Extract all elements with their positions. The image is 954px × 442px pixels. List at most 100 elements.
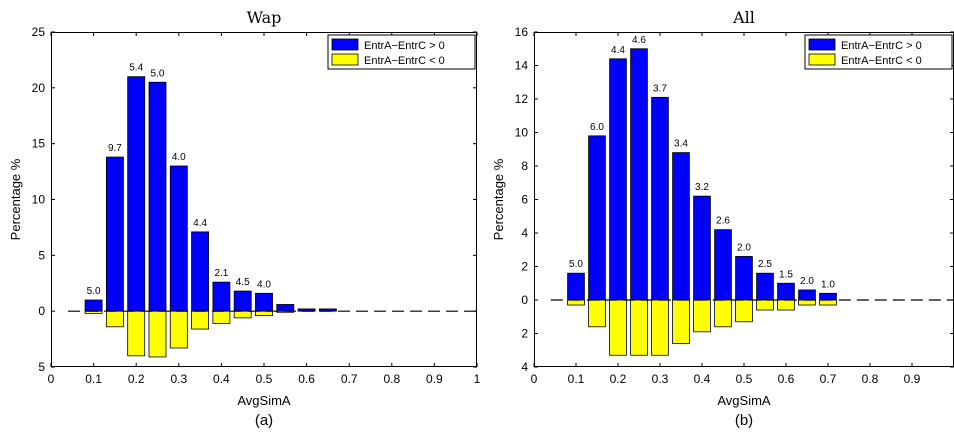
positive-bar xyxy=(255,292,273,312)
negative-bar xyxy=(714,299,732,328)
negative-bar xyxy=(798,299,816,306)
x-axis-label: AvgSimA xyxy=(237,393,291,408)
x-tick-label: 0.7 xyxy=(820,372,837,386)
y-tick-label: 25 xyxy=(32,25,46,39)
y-tick-label: 6 xyxy=(521,193,528,207)
bar-value-label: 1.5 xyxy=(779,269,793,280)
y-tick-label: 2 xyxy=(521,260,528,274)
positive-bar xyxy=(169,165,188,312)
bar-value-label: 2.0 xyxy=(800,276,814,287)
bar-value-label: 4.4 xyxy=(193,218,207,229)
x-tick-label: 0.3 xyxy=(170,372,187,386)
bar-value-label: 5.0 xyxy=(87,286,101,297)
positive-bar xyxy=(735,256,753,301)
y-tick-label: 0 xyxy=(38,304,45,318)
positive-bar xyxy=(212,281,231,312)
negative-bar xyxy=(212,310,231,324)
panel-caption: (a) xyxy=(255,412,273,429)
y-tick-label: 20 xyxy=(32,81,46,95)
legend-swatch xyxy=(331,53,359,66)
x-tick-label: 0.7 xyxy=(341,372,358,386)
bar-value-label: 2.0 xyxy=(737,242,751,253)
x-tick-label: 0.1 xyxy=(568,372,585,386)
bar-value-label: 3.4 xyxy=(674,139,688,150)
x-tick-label: 0.5 xyxy=(256,372,273,386)
legend-entry: EntrA−EntrC < 0 xyxy=(841,55,922,67)
bar-value-label: 4.6 xyxy=(632,35,646,46)
positive-bar xyxy=(105,156,124,312)
legend-entry: EntrA−EntrC < 0 xyxy=(364,55,445,67)
bar-value-label: 5.0 xyxy=(151,68,165,79)
bar-value-label: 9.7 xyxy=(108,143,122,154)
x-tick-label: 0.4 xyxy=(694,372,711,386)
y-tick-label: 12 xyxy=(515,92,529,106)
bar-value-label: 3.2 xyxy=(695,182,709,193)
positive-bar xyxy=(567,272,585,301)
negative-bar xyxy=(777,299,795,311)
y-tick-label: 8 xyxy=(521,159,528,173)
legend: EntrA−EntrC > 0 EntrA−EntrC < 0 xyxy=(804,34,953,70)
bar-value-label: 1.0 xyxy=(821,279,835,290)
positive-bar xyxy=(588,135,606,301)
legend-swatch xyxy=(808,53,836,66)
y-tick-label: 4 xyxy=(521,226,528,240)
bar-value-label: 4.0 xyxy=(257,279,271,290)
x-tick-label: 0.2 xyxy=(610,372,627,386)
x-tick-label: 0.5 xyxy=(736,372,753,386)
positive-bar xyxy=(84,299,103,312)
positive-bar xyxy=(651,96,669,301)
bar-value-label: 2.1 xyxy=(214,268,228,279)
chart-1: 5.0 6.0 4.4 4.6 3.7 3.4 3.2 2.6 2.0 2.5 1.5 2.0 1.0 0… xyxy=(491,8,954,429)
negative-bar xyxy=(672,299,690,344)
x-tick-label: 0.8 xyxy=(862,372,879,386)
bar-value-label: 4.0 xyxy=(172,152,186,163)
negative-bar xyxy=(255,310,273,317)
positive-bar xyxy=(233,290,252,312)
y-tick-label: 4 xyxy=(521,360,528,374)
bar-value-label: 2.6 xyxy=(716,216,730,227)
negative-bar xyxy=(169,310,188,349)
legend-swatch xyxy=(331,38,359,51)
positive-bar xyxy=(609,58,627,301)
chart-title: Wap xyxy=(247,8,282,27)
bar-value-label: 6.0 xyxy=(590,122,604,133)
x-axis-label: AvgSimA xyxy=(717,393,771,408)
x-tick-label: 0.6 xyxy=(778,372,795,386)
positive-bar xyxy=(756,272,774,301)
chart-0: 5.0 9.7 5.4 5.0 4.0 4.4 2.1 4.5 4.0 0 0.1 0.2 0.3 0.4… xyxy=(8,8,481,429)
negative-bar xyxy=(651,299,669,356)
y-tick-label: 10 xyxy=(515,126,529,140)
bar-value-label: 4.4 xyxy=(611,45,625,56)
legend: EntrA−EntrC > 0 EntrA−EntrC < 0 xyxy=(327,34,476,70)
legend-entry: EntrA−EntrC > 0 xyxy=(841,40,922,52)
x-tick-label: 0.2 xyxy=(128,372,145,386)
bar-value-label: 4.5 xyxy=(236,277,250,288)
positive-bar xyxy=(798,289,816,301)
bar-value-label: 5.0 xyxy=(569,259,583,270)
x-tick-label: 0.8 xyxy=(383,372,400,386)
negative-bar xyxy=(588,299,606,328)
x-tick-label: 0.4 xyxy=(213,372,230,386)
x-tick-label: 0.9 xyxy=(426,372,443,386)
negative-bar xyxy=(567,299,585,306)
positive-bar xyxy=(819,292,837,301)
negative-bar xyxy=(609,299,627,356)
x-tick-label: 0 xyxy=(48,372,55,386)
panel-caption: (b) xyxy=(735,412,753,429)
y-tick-label: 2 xyxy=(521,327,528,341)
negative-bar xyxy=(127,310,146,357)
negative-bar xyxy=(191,310,210,330)
legend-entry: EntrA−EntrC > 0 xyxy=(364,40,445,52)
negative-bar xyxy=(756,299,774,311)
y-tick-label: 15 xyxy=(32,137,46,151)
bar-value-label: 3.7 xyxy=(653,83,667,94)
x-tick-label: 0.9 xyxy=(904,372,921,386)
bar-value-label: 5.4 xyxy=(129,63,143,74)
y-tick-label: 5 xyxy=(38,248,45,262)
x-tick-label: 0 xyxy=(531,372,538,386)
positive-bar xyxy=(127,76,146,312)
positive-bar xyxy=(777,282,795,301)
x-tick-label: 0.3 xyxy=(652,372,669,386)
bar-value-label: 2.5 xyxy=(758,259,772,270)
